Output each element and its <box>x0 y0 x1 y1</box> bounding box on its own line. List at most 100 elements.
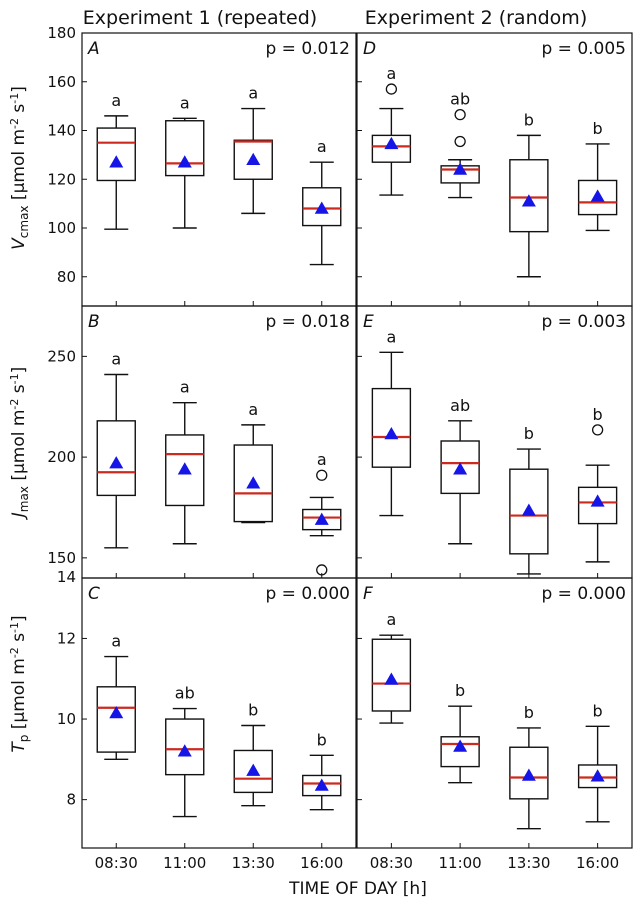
y-tick-label-clipped: 14 <box>57 568 76 586</box>
box-1330: b <box>509 424 549 575</box>
box-1100: b <box>440 681 480 784</box>
mean-marker <box>453 462 468 475</box>
x-tick-label: 08:30 <box>95 854 138 872</box>
panel-letter: A <box>87 39 100 59</box>
p-value: p = 0.000 <box>541 584 626 604</box>
significance-letter: ab <box>175 684 195 703</box>
significance-letter: b <box>524 110 534 129</box>
y-tick-label: 250 <box>47 347 76 365</box>
y-axis-label-jmax: Jmax [μmol m-2 s-1] <box>8 367 31 521</box>
mean-marker <box>590 494 605 507</box>
significance-letter: b <box>593 405 603 424</box>
mean-marker <box>246 763 261 776</box>
column-title-exp1: Experiment 1 (repeated) <box>83 7 317 29</box>
mean-marker <box>521 194 536 207</box>
column-title-exp2: Experiment 2 (random) <box>365 7 587 29</box>
x-tick-label: 11:00 <box>163 854 206 872</box>
box-iqr <box>577 179 618 216</box>
box-1600: b <box>577 405 618 563</box>
mean-marker <box>314 512 329 525</box>
x-tick-label: 16:00 <box>576 854 619 872</box>
box-0830: a <box>96 350 136 549</box>
box-1330: b <box>509 703 549 830</box>
box-1600: a <box>302 450 342 576</box>
p-value: p = 0.018 <box>265 312 350 332</box>
significance-letter: a <box>248 84 258 103</box>
outlier-point <box>454 109 466 121</box>
p-value: p = 0.012 <box>265 39 350 59</box>
mean-marker <box>177 744 192 757</box>
box-1600: b <box>577 119 618 232</box>
panel-frame <box>356 32 633 307</box>
y-axis-label-vcmax: Vcmax [μmol m-2 s-1] <box>8 86 31 250</box>
y-tick-label: 180 <box>47 24 76 42</box>
mean-marker <box>384 136 399 150</box>
box-iqr <box>96 127 136 182</box>
mean-marker <box>177 155 192 168</box>
outlier-point <box>385 83 398 95</box>
significance-letter: a <box>386 610 396 629</box>
mean-marker <box>109 456 124 469</box>
mean-marker <box>314 201 329 214</box>
box-1100: ab <box>165 684 205 818</box>
significance-letter: b <box>524 703 534 722</box>
box-1100: ab <box>440 396 480 545</box>
y-tick-label: 8 <box>66 791 76 809</box>
y-axis-label-tp: Tp [μmol m-2 s-1] <box>8 615 31 752</box>
box-1600: b <box>302 730 342 811</box>
mean-marker <box>453 739 468 752</box>
significance-letter: a <box>111 632 121 651</box>
significance-letter: b <box>317 730 327 749</box>
box-iqr <box>96 686 136 753</box>
mean-marker <box>521 768 536 781</box>
p-value: p = 0.003 <box>541 312 626 332</box>
box-0830: a <box>96 632 136 761</box>
x-tick-label: 13:30 <box>232 854 275 872</box>
box-1600: b <box>577 701 618 823</box>
box-1330: b <box>509 110 549 278</box>
mean-marker <box>177 462 192 475</box>
box-1330: b <box>233 700 273 807</box>
mean-marker <box>453 162 468 175</box>
x-tick-label: 08:30 <box>370 854 413 872</box>
mean-marker <box>314 778 329 791</box>
significance-letter: b <box>248 700 258 719</box>
x-tick-label: 11:00 <box>439 854 482 872</box>
panel-frame <box>356 577 633 849</box>
panel-letter: D <box>363 39 376 59</box>
y-tick-label: 160 <box>47 73 76 91</box>
y-tick-label: 150 <box>47 549 76 567</box>
significance-letter: a <box>248 400 258 419</box>
mean-marker <box>246 152 261 165</box>
significance-letter: a <box>180 378 190 397</box>
mean-marker <box>521 503 536 516</box>
mean-marker <box>590 769 605 782</box>
box-1100: ab <box>440 90 480 199</box>
panel-letter: F <box>363 584 373 604</box>
panel-letter: B <box>88 312 100 332</box>
y-tick-label: 100 <box>47 219 76 237</box>
outlier-point <box>316 469 328 481</box>
significance-letter: a <box>317 137 327 156</box>
significance-letter: a <box>111 350 121 369</box>
box-1100: a <box>165 378 205 545</box>
significance-letter: a <box>386 327 396 346</box>
significance-letter: a <box>180 93 190 112</box>
mean-marker <box>384 426 399 440</box>
mean-marker <box>109 706 124 719</box>
box-1100: a <box>165 93 205 229</box>
box-0830: a <box>371 64 412 196</box>
mean-marker <box>384 672 399 685</box>
p-value: p = 0.000 <box>265 584 350 604</box>
panel-frame <box>81 577 357 849</box>
y-tick-label: 140 <box>47 122 76 140</box>
outlier-point <box>591 424 604 436</box>
y-tick-label: 12 <box>57 629 76 647</box>
significance-letter: ab <box>450 90 470 109</box>
